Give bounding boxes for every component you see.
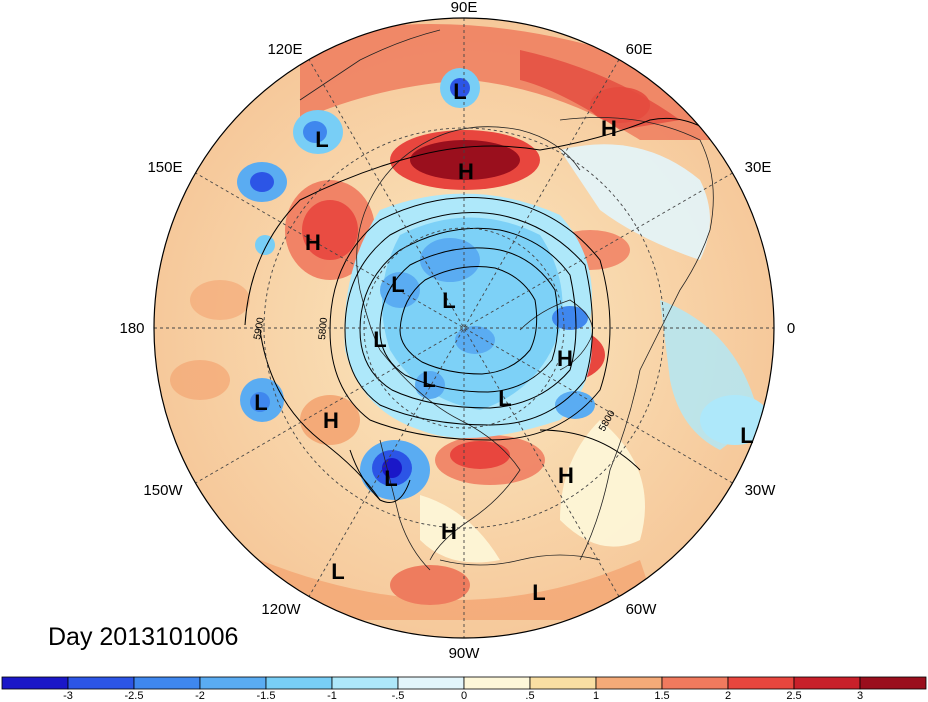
lon-label-0: 0: [787, 320, 795, 337]
high-pressure-marker: H: [441, 519, 457, 544]
low-pressure-marker: L: [391, 272, 404, 297]
lon-label-120e: 120E: [267, 41, 302, 58]
low-pressure-marker: L: [740, 423, 753, 448]
low-pressure-marker: L: [315, 127, 328, 152]
high-pressure-marker: H: [601, 116, 617, 141]
high-pressure-marker: H: [323, 408, 339, 433]
colorbar: -3 -2.5 -2 -1.5 -1 -.5 0 .5 1 1.5 2 2.5 3: [1, 676, 927, 702]
colorbar-tick-label: 2.5: [786, 690, 801, 702]
colorbar-tick-label: -2: [195, 690, 205, 702]
lon-label-180: 180: [119, 320, 144, 337]
colorbar-swatch: [331, 676, 399, 690]
colorbar-swatch: [727, 676, 795, 690]
colorbar-swatch: [463, 676, 531, 690]
lon-label-150e: 150E: [147, 159, 182, 176]
lon-label-150w: 150W: [143, 482, 183, 499]
colorbar-tick-label: .5: [525, 690, 534, 702]
colorbar-tick-label: 0: [461, 690, 467, 702]
colorbar-swatch: [397, 676, 465, 690]
colorbar-tick-label: -1.5: [257, 690, 276, 702]
colorbar-tick-label: -.5: [392, 690, 405, 702]
colorbar-tick-label: 1: [593, 690, 599, 702]
high-pressure-marker: H: [458, 159, 474, 184]
colorbar-swatch: [529, 676, 597, 690]
high-pressure-marker: H: [558, 463, 574, 488]
longitude-labels: 90E 60E 30E 0 30W 60W 90W 120W 150W 180 …: [119, 0, 795, 662]
contour-label: 5800: [317, 317, 330, 341]
lon-label-120w: 120W: [261, 601, 301, 618]
low-pressure-marker: L: [532, 580, 545, 605]
lon-label-60w: 60W: [626, 601, 658, 618]
lon-label-90w: 90W: [449, 645, 481, 662]
lon-label-30w: 30W: [745, 482, 777, 499]
colorbar-tick-label: -2.5: [125, 690, 144, 702]
colorbar-swatch: [265, 676, 333, 690]
high-pressure-marker: H: [557, 346, 573, 371]
low-pressure-marker: L: [254, 390, 267, 415]
colorbar-tick-label: -1: [327, 690, 337, 702]
low-pressure-marker: L: [331, 559, 344, 584]
colorbar-tick-label: 1.5: [654, 690, 669, 702]
date-title: Day 2013101006: [48, 623, 238, 651]
lon-label-60e: 60E: [626, 41, 653, 58]
contour-label: 5900: [252, 316, 267, 340]
lon-label-30e: 30E: [745, 159, 772, 176]
colorbar-swatch: [595, 676, 663, 690]
colorbar-swatch: [661, 676, 729, 690]
colorbar-swatch: [793, 676, 861, 690]
lon-label-90e: 90E: [451, 0, 478, 16]
graticule: [154, 18, 774, 638]
colorbar-swatch: [67, 676, 135, 690]
colorbar-swatch: [133, 676, 201, 690]
low-pressure-marker: L: [442, 288, 455, 313]
colorbar-tick-label: -3: [63, 690, 73, 702]
colorbar-swatch: [859, 676, 927, 690]
pressure-centers: H H H H H H H L L L L L L L L L L L L L: [254, 79, 753, 605]
colorbar-swatch: [199, 676, 267, 690]
low-pressure-marker: L: [384, 466, 397, 491]
low-pressure-marker: L: [498, 386, 511, 411]
low-pressure-marker: L: [422, 367, 435, 392]
height-contours: [244, 117, 741, 503]
low-pressure-marker: L: [373, 327, 386, 352]
high-pressure-marker: H: [305, 230, 321, 255]
colorbar-tick-label: 2: [725, 690, 731, 702]
colorbar-tick-label: 3: [857, 690, 863, 702]
low-pressure-marker: L: [453, 79, 466, 104]
map-boundary: [153, 17, 775, 639]
colorbar-swatch: [1, 676, 69, 690]
